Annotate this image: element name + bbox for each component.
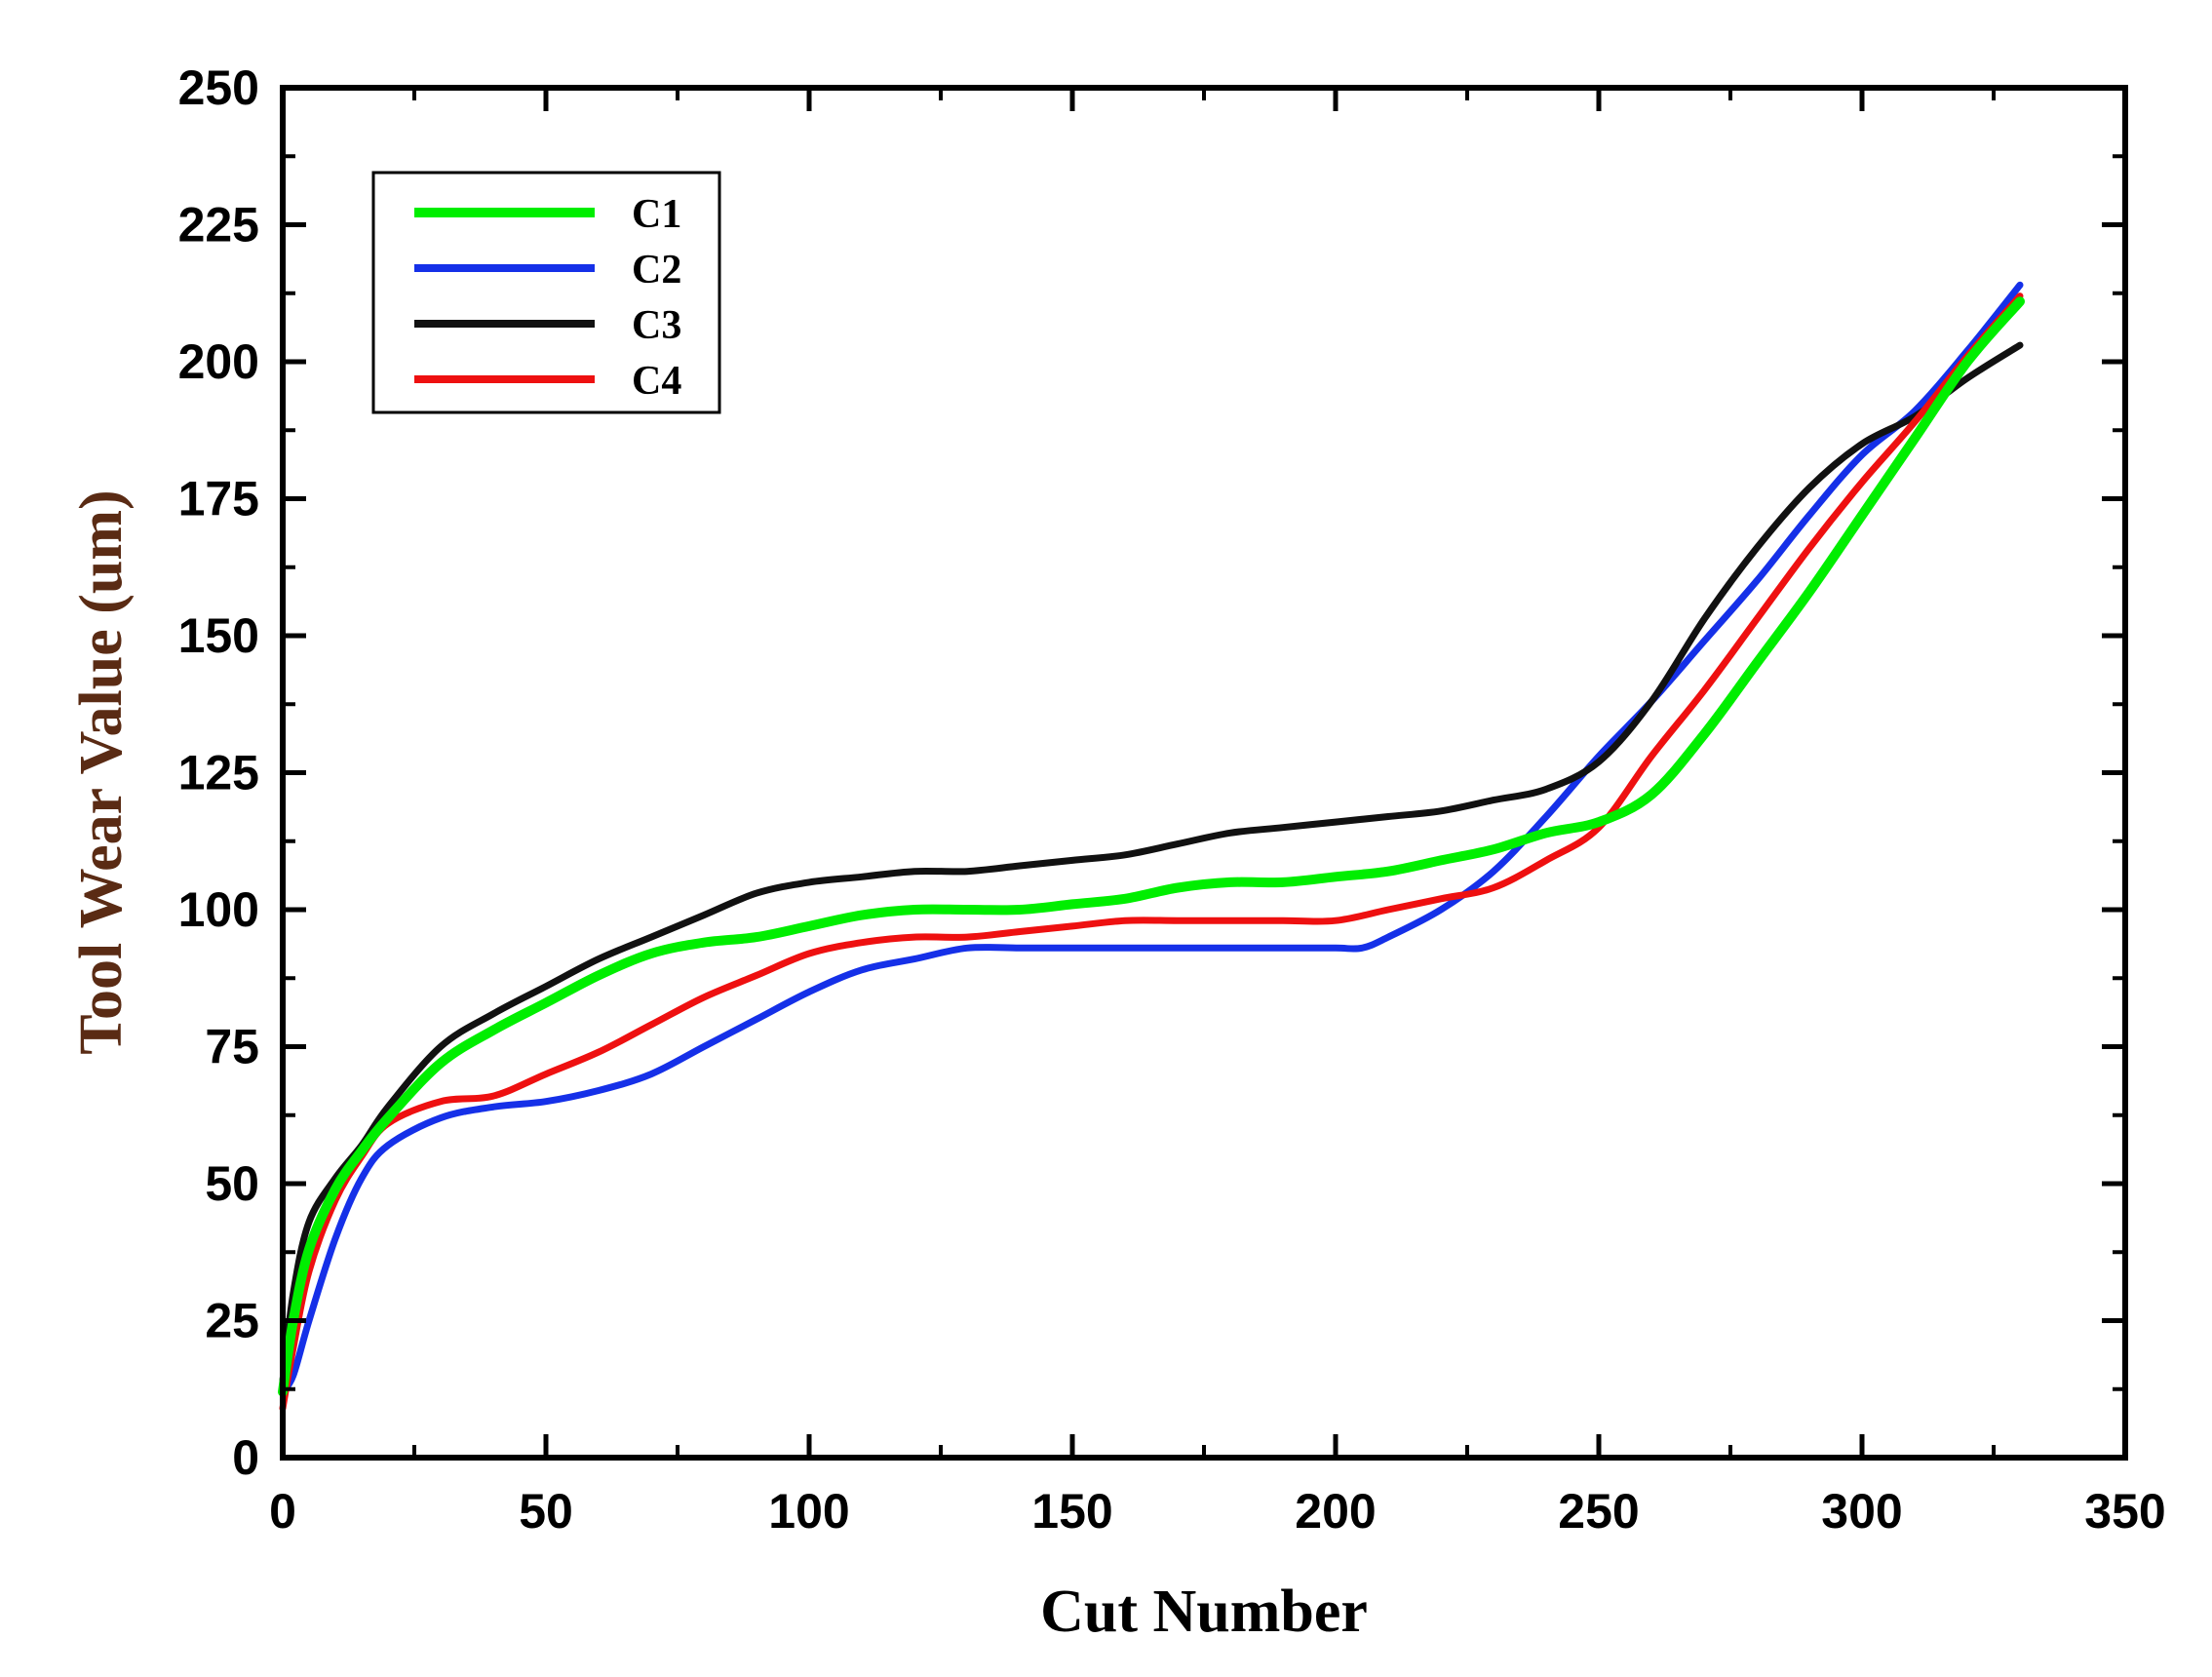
y-tick-label: 50 [205,1156,259,1211]
x-axis-title: Cut Number [1040,1579,1368,1645]
y-tick-label: 150 [178,608,259,663]
x-tick-label: 300 [1821,1484,1902,1539]
series-line-c4 [279,292,2024,1412]
x-tick-label: 350 [2084,1484,2165,1539]
y-tick-label: 0 [232,1430,259,1485]
legend: C1 C2 C3 C4 [371,171,721,414]
x-tick-label: 250 [1558,1484,1639,1539]
y-tick-label: 250 [178,60,259,115]
x-tick-label: 50 [519,1484,573,1539]
y-axis-title: Tool Wear Value (um) [68,489,135,1054]
series-line-c2 [279,281,2024,1396]
y-tick-label: 25 [205,1294,259,1348]
y-tick-label: 225 [178,198,259,253]
series-layer [278,281,2025,1412]
y-tick-label: 175 [178,472,259,526]
series-line-c1 [278,296,2025,1397]
legend-label-c1: C1 [632,192,681,237]
x-tick-label: 0 [269,1484,296,1539]
y-tick-label: 75 [205,1020,259,1074]
series-line-c3 [279,341,2024,1384]
legend-label-c2: C2 [632,248,681,292]
x-tick-label: 150 [1031,1484,1112,1539]
y-tick-label: 125 [178,746,259,800]
legend-label-c4: C4 [632,359,681,404]
y-tick-label: 100 [178,882,259,937]
legend-label-c3: C3 [632,303,681,348]
x-tick-label: 200 [1295,1484,1376,1539]
x-tick-label: 100 [768,1484,849,1539]
y-tick-label: 200 [178,334,259,389]
axes-layer: 0 50 100 150 200 250 300 350 0 25 50 75 100 125 150 175… [178,60,2166,1539]
